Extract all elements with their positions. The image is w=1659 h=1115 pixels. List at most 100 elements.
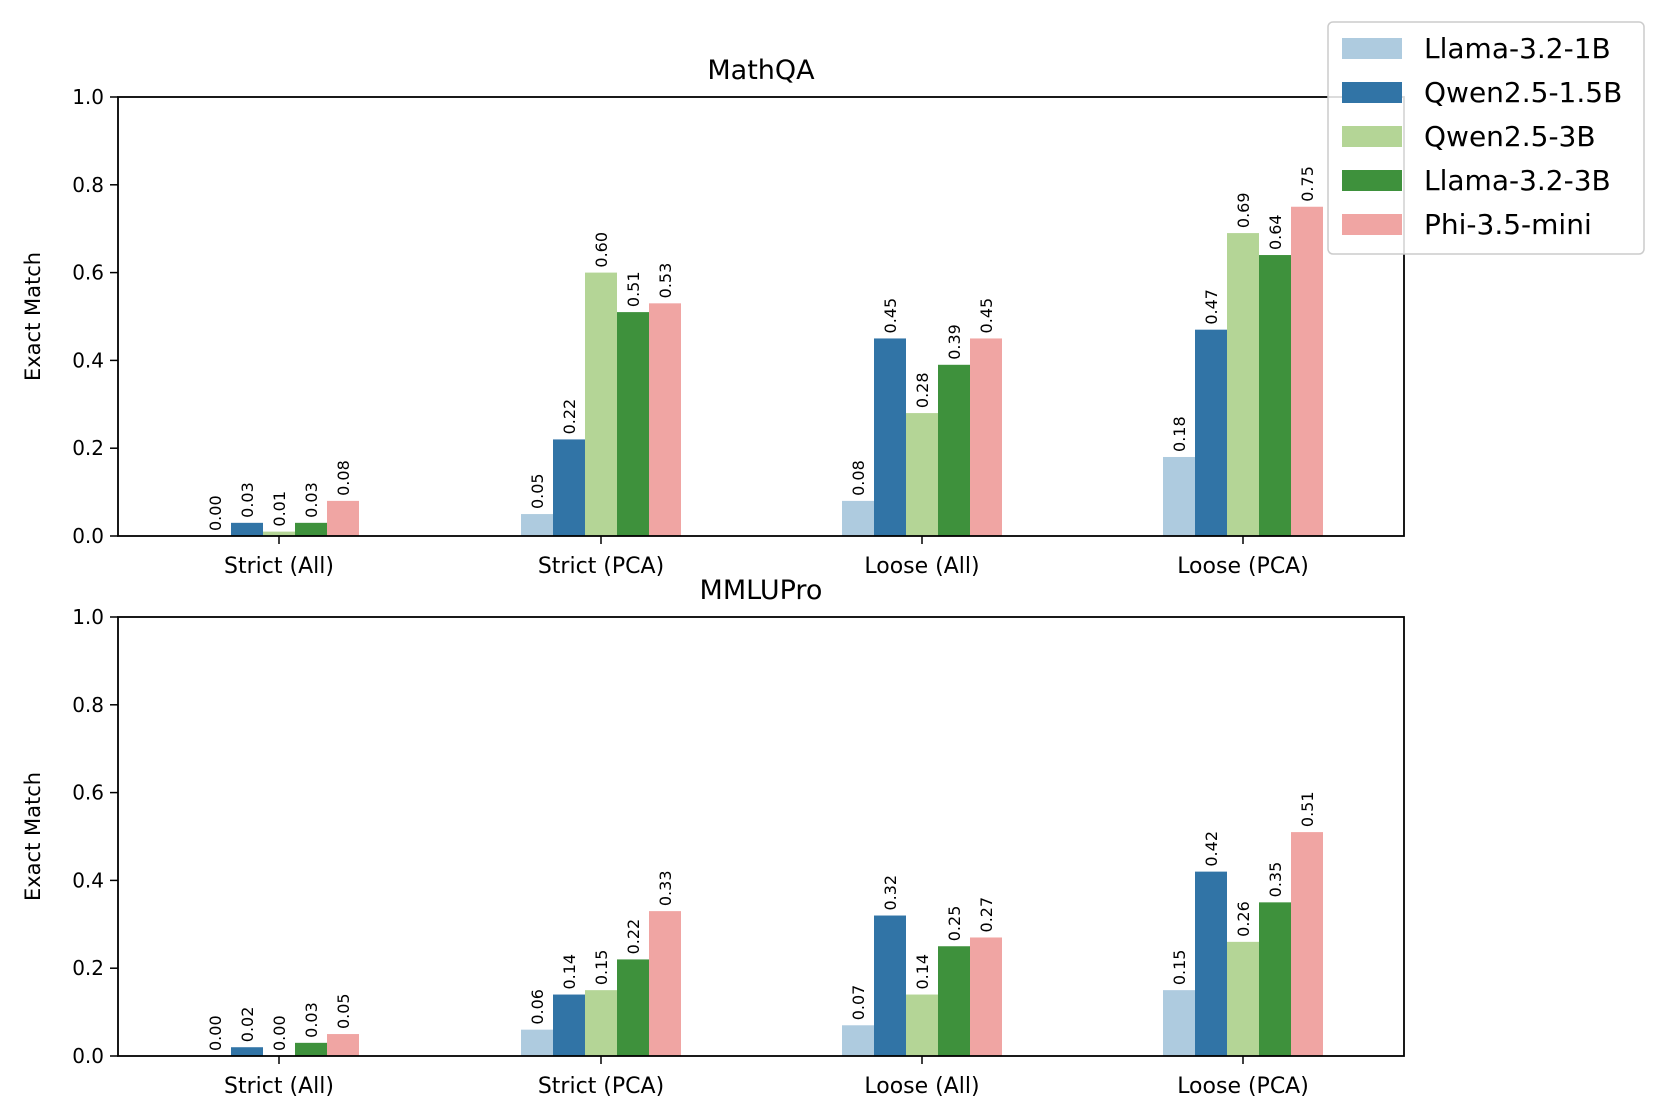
bar [327, 500, 359, 536]
bar [231, 1047, 263, 1056]
plot-frame [117, 616, 1405, 1057]
legend-label: Llama-3.2-1B [1424, 32, 1611, 65]
bar-value-label: 0.35 [1266, 862, 1285, 898]
bar [327, 1034, 359, 1056]
y-tick-label: 0.8 [72, 693, 104, 717]
bar [521, 514, 553, 536]
bar-value-label: 0.69 [1234, 192, 1253, 228]
x-tick-label: Strict (All) [224, 554, 334, 579]
plot-frame [117, 96, 1405, 537]
bar [938, 946, 970, 1056]
bar-value-label: 0.39 [945, 324, 964, 360]
y-tick-label: 0.4 [72, 348, 104, 372]
bar [1163, 456, 1195, 536]
bar-value-label: 0.51 [624, 271, 643, 307]
bar [553, 439, 585, 536]
bar [1227, 233, 1259, 536]
x-tick-label: Strict (PCA) [538, 1074, 664, 1099]
bar [1195, 329, 1227, 536]
bar [874, 338, 906, 536]
y-tick-label: 0.8 [72, 173, 104, 197]
bar-value-label: 0.45 [977, 298, 996, 334]
y-tick-label: 0.6 [72, 261, 104, 285]
bar-value-label: 0.33 [656, 871, 675, 907]
bar-value-label: 0.14 [560, 954, 579, 990]
mathqa-panel: MathQA 0.0 0.2 0.4 0.6 0.8 1.0 Exact Match Stric… [21, 55, 1405, 579]
y-axis-label: Exact Match [21, 772, 45, 901]
bar [649, 303, 681, 536]
bar-value-label: 0.25 [945, 906, 964, 942]
legend: Llama-3.2-1B Qwen2.5-1.5B Qwen2.5-3B Llama-… [1327, 21, 1645, 255]
mmlupro-panel: MMLUPro 0.0 0.2 0.4 0.6 0.8 1.0 Exact Match Stri… [21, 575, 1405, 1099]
bar [295, 522, 327, 536]
bar-value-label: 0.00 [206, 495, 225, 531]
y-tick-label: 0.0 [72, 524, 104, 548]
y-tick-label: 0.2 [72, 436, 104, 460]
bar-value-label: 0.32 [881, 875, 900, 911]
legend-swatch [1342, 170, 1402, 191]
x-tick-label: Loose (All) [864, 1074, 979, 1099]
x-tick-label: Loose (PCA) [1177, 1074, 1309, 1099]
legend-swatch [1342, 214, 1402, 235]
bar-value-label: 0.01 [270, 491, 289, 527]
bar-value-label: 0.53 [656, 263, 675, 299]
bar [842, 500, 874, 536]
bar-value-label: 0.47 [1202, 289, 1221, 325]
bar-value-label: 0.28 [913, 372, 932, 408]
bar-value-label: 0.64 [1266, 214, 1285, 250]
bar-value-label: 0.14 [913, 954, 932, 990]
legend-swatch [1342, 38, 1402, 59]
bar-value-label: 0.18 [1170, 416, 1189, 452]
bar [874, 915, 906, 1056]
bar-value-label: 0.05 [528, 473, 547, 509]
bar [553, 994, 585, 1056]
bar [1163, 990, 1195, 1056]
y-tick-label: 1.0 [72, 605, 104, 629]
bar [231, 522, 263, 536]
bar [938, 364, 970, 536]
bar [585, 990, 617, 1056]
y-tick-label: 0.2 [72, 956, 104, 980]
y-tick-label: 0.4 [72, 868, 104, 892]
bar-value-label: 0.06 [528, 989, 547, 1025]
bar-value-label: 0.08 [849, 460, 868, 496]
bar-value-label: 0.00 [270, 1015, 289, 1051]
bar [617, 959, 649, 1056]
legend-swatch [1342, 126, 1402, 147]
bar [1227, 941, 1259, 1056]
x-tick-label: Strict (All) [224, 1074, 334, 1099]
y-axis-label: Exact Match [21, 252, 45, 381]
bar [263, 531, 295, 536]
bar-value-label: 0.22 [560, 399, 579, 435]
legend-label: Llama-3.2-3B [1424, 164, 1611, 197]
bar-value-label: 0.45 [881, 298, 900, 334]
bar [1259, 255, 1291, 537]
bar [1195, 871, 1227, 1056]
bar [1291, 832, 1323, 1056]
bar-value-label: 0.00 [206, 1015, 225, 1051]
legend-swatch [1342, 82, 1402, 103]
legend-label: Qwen2.5-3B [1424, 120, 1596, 153]
bar-value-label: 0.02 [238, 1007, 257, 1043]
bar-value-label: 0.42 [1202, 831, 1221, 867]
bar [649, 911, 681, 1056]
bar-value-label: 0.15 [1170, 950, 1189, 986]
y-tick-label: 0.0 [72, 1044, 104, 1068]
bar-value-label: 0.05 [334, 993, 353, 1029]
bar [1291, 206, 1323, 536]
bar [970, 937, 1002, 1056]
x-tick-label: Loose (All) [864, 554, 979, 579]
bar-value-label: 0.03 [302, 482, 321, 518]
bar-value-label: 0.22 [624, 919, 643, 955]
legend-label: Qwen2.5-1.5B [1424, 76, 1622, 109]
x-tick-label: Strict (PCA) [538, 554, 664, 579]
bar-value-label: 0.51 [1298, 791, 1317, 827]
bar-value-label: 0.26 [1234, 901, 1253, 937]
bar [521, 1029, 553, 1056]
legend-box [1327, 21, 1645, 255]
bar [295, 1042, 327, 1056]
legend-label: Phi-3.5-mini [1424, 208, 1592, 241]
bar-value-label: 0.07 [849, 985, 868, 1021]
x-tick-label: Loose (PCA) [1177, 554, 1309, 579]
